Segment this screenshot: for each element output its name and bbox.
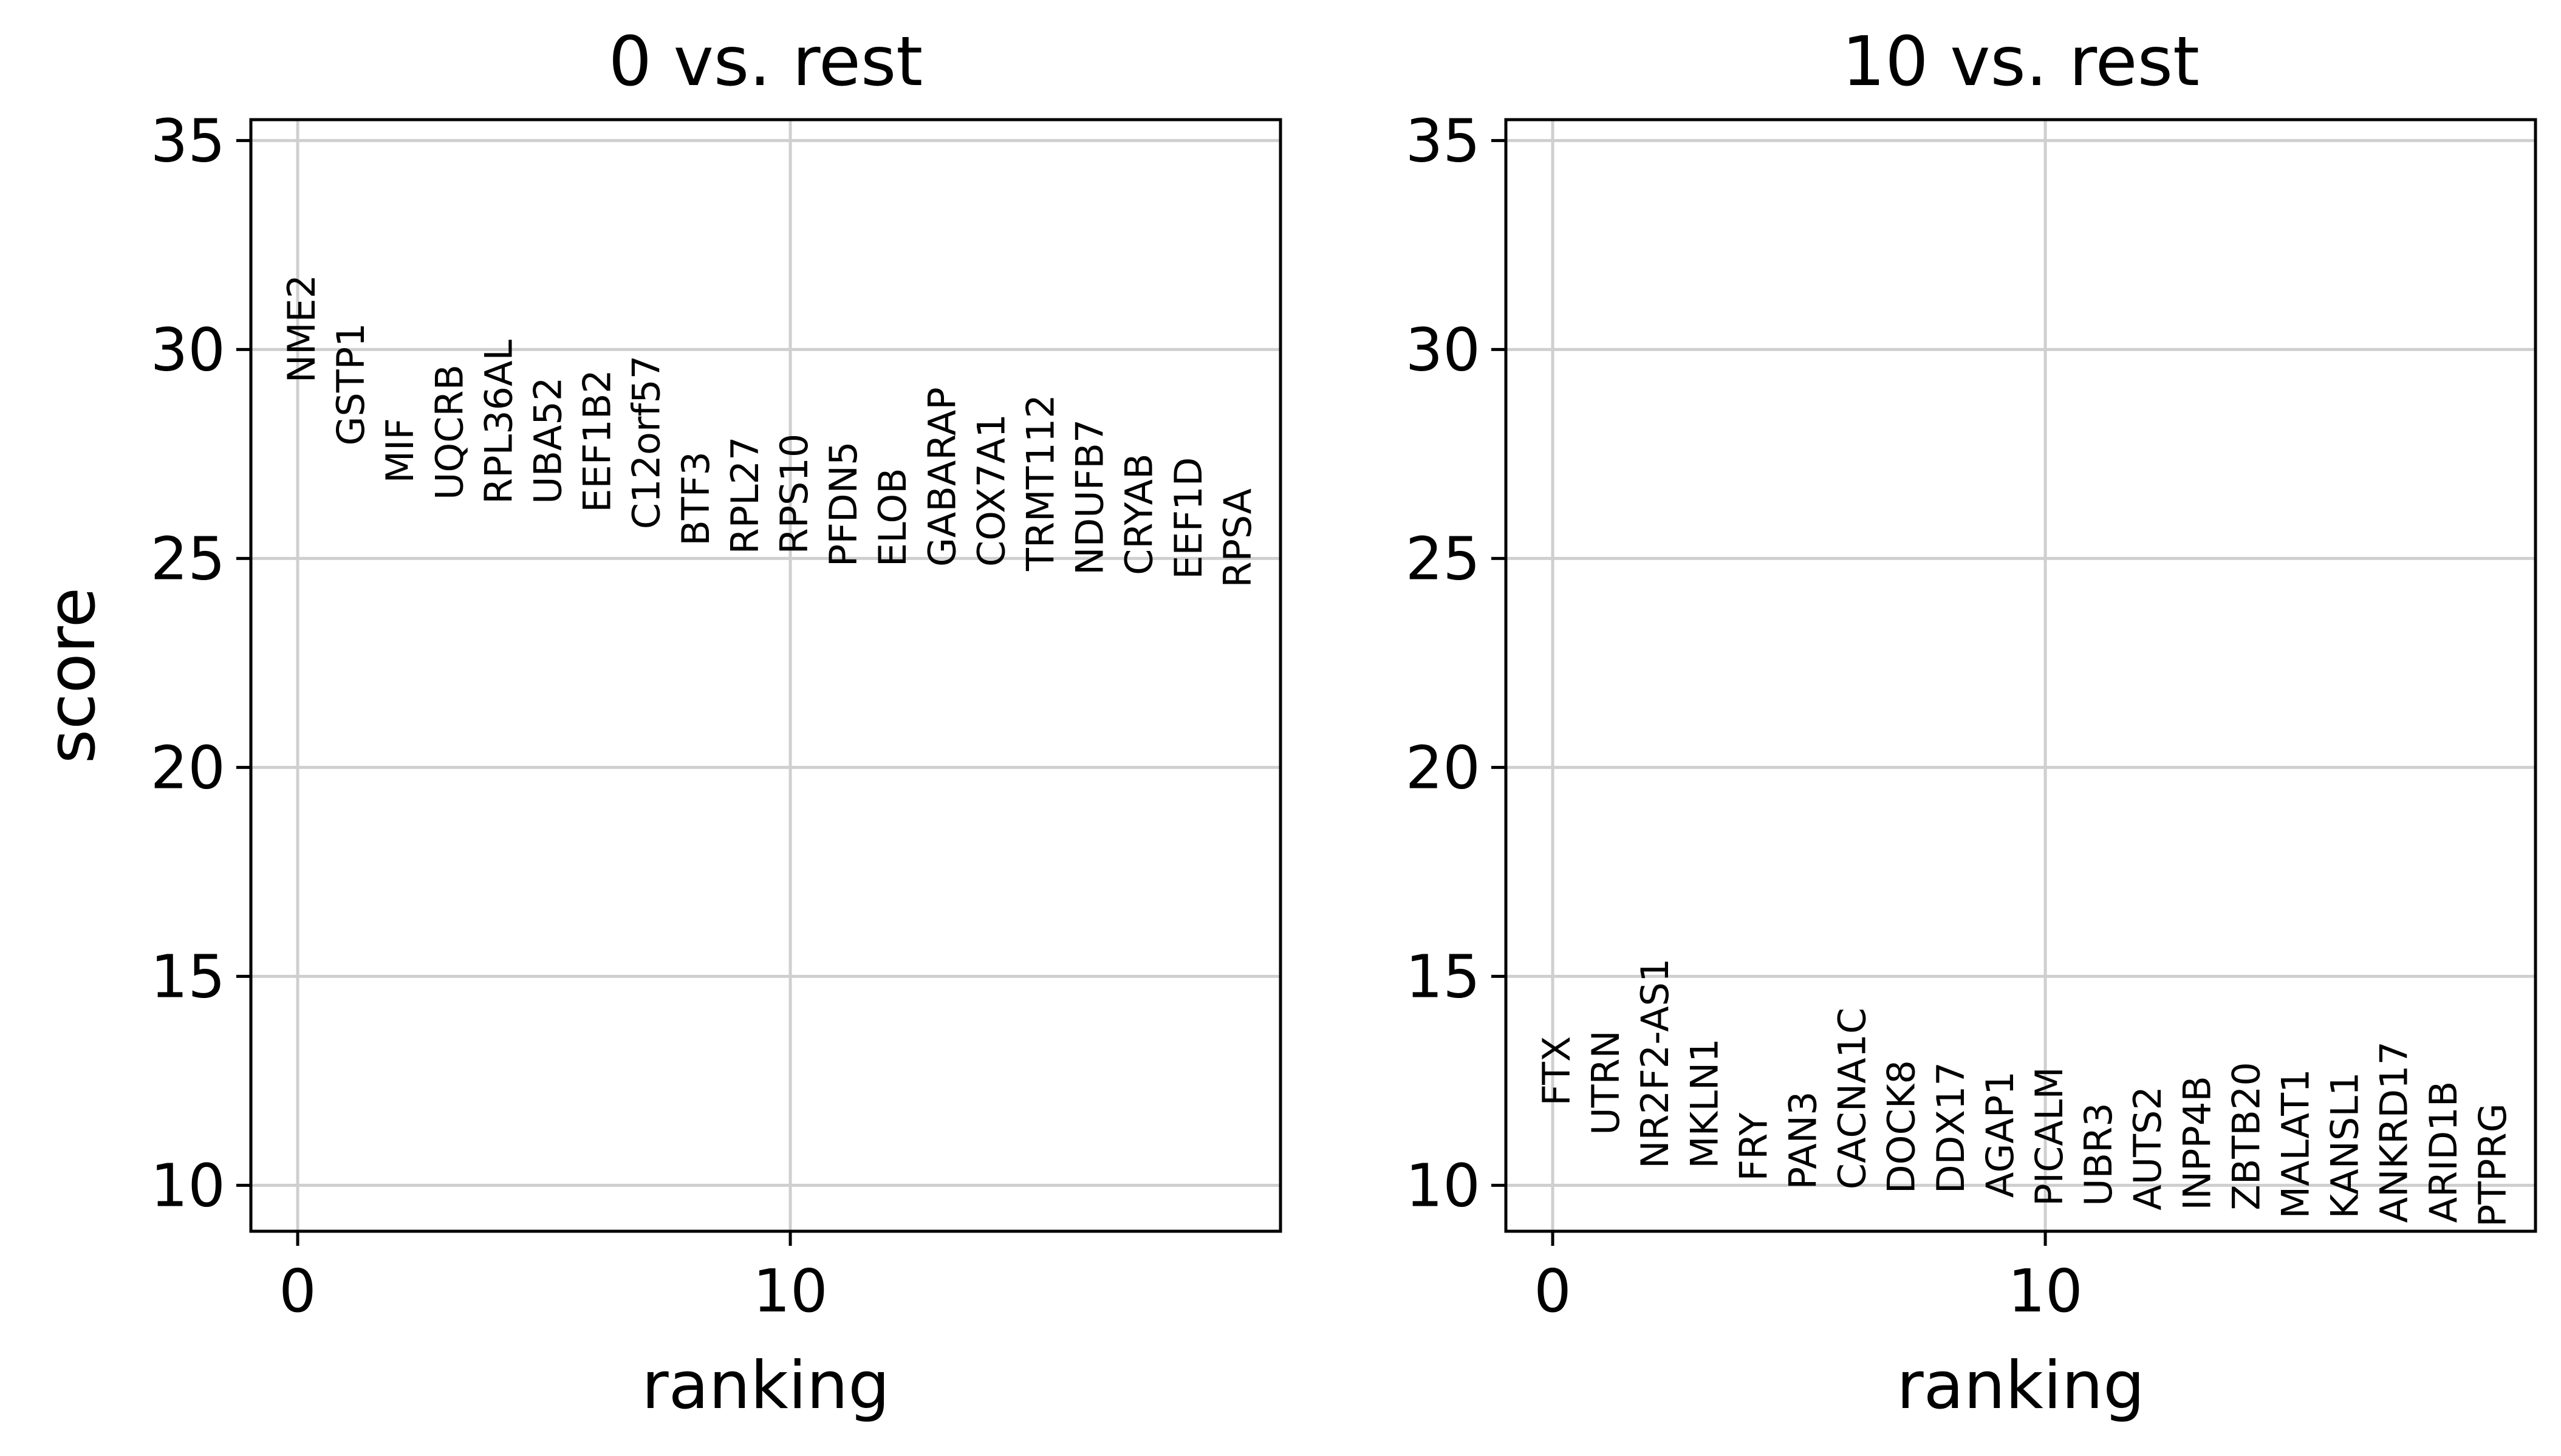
y-axis-label: score [34,587,110,764]
gene-label: PTPRG [2470,1103,2515,1227]
gene-label: MALAT1 [2274,1069,2318,1219]
gene-label: CRYAB [1117,453,1161,575]
gene-label: DDX17 [1929,1062,1973,1194]
gene-label: MIF [378,418,422,483]
y-tick-label: 25 [151,524,225,593]
y-tick-label: 35 [1406,106,1480,175]
gene-label: GSTP1 [329,323,373,446]
gene-label: ELOB [870,468,915,567]
gene-label: C12orf57 [624,355,669,529]
gene-label: UQCRB [427,364,471,500]
gene-label: ANKRD17 [2372,1041,2416,1223]
gene-label: BTF3 [674,451,718,546]
gene-label: RPSA [1216,488,1260,587]
gene-label: EEF1D [1166,457,1211,579]
gene-label: GABARAP [920,387,964,567]
gene-label: TRMT112 [1019,394,1063,572]
y-tick-label: 25 [1406,524,1480,593]
gene-label: ARID1B [2421,1081,2466,1223]
gene-label: NDUFB7 [1068,419,1112,575]
gene-label: PFDN5 [821,442,866,567]
gene-label: UBR3 [2076,1102,2121,1206]
x-axis-label: ranking [1896,1348,2145,1424]
gene-label: PICALM [2027,1067,2071,1206]
gene-label: AUTS2 [2125,1086,2170,1210]
axes-frame [1504,118,2537,1233]
gene-label: PAN3 [1781,1092,1825,1190]
y-tick-label: 35 [151,106,225,175]
gene-label: RPL36AL [476,340,521,504]
gene-label: RPL27 [723,437,767,555]
gene-label: RPS10 [772,434,816,555]
gene-label: CACNA1C [1830,1008,1875,1189]
chart-title: 0 vs. rest [609,22,923,101]
y-tick-label: 15 [151,942,225,1011]
gene-label: MKLN1 [1682,1038,1726,1169]
y-tick-label: 15 [1406,942,1480,1011]
gene-label: NME2 [279,275,324,383]
x-tick-label: 0 [279,1257,316,1325]
panel-2: 10 15 20 25 30 35 0 10 10 vs. rest ranking FTX UTRN… [1406,22,2537,1424]
chart-title: 10 vs. rest [1842,22,2200,101]
gene-label: UTRN [1584,1030,1628,1135]
gene-label: ZBTB20 [2224,1062,2268,1210]
panel-1: 10 15 20 25 30 35 0 10 0 vs. rest ranking score NME… [34,22,1282,1424]
gene-label: KANSL1 [2323,1072,2367,1219]
gene-label: FRY [1731,1113,1776,1181]
gene-label: NR2F2-AS1 [1633,959,1677,1169]
x-axis-label: ranking [641,1348,890,1424]
y-tick-label: 30 [1406,315,1480,384]
gene-label: DOCK8 [1879,1060,1924,1194]
y-tick-label: 20 [151,733,225,802]
x-tick-label: 0 [1534,1257,1571,1325]
x-tick-label: 10 [753,1257,827,1325]
gene-label: EEF1B2 [575,369,620,512]
gene-label: UBA52 [526,377,570,504]
y-tick-label: 10 [151,1151,225,1220]
y-tick-label: 20 [1406,733,1480,802]
gene-label: AGAP1 [1978,1071,2022,1198]
axes-frame [249,118,1282,1233]
y-tick-label: 10 [1406,1151,1480,1220]
gene-label: COX7A1 [969,414,1013,567]
x-tick-label: 10 [2008,1257,2082,1325]
gene-label: INPP4B [2175,1076,2219,1210]
gene-label: FTX [1534,1036,1579,1106]
y-tick-label: 30 [151,315,225,384]
